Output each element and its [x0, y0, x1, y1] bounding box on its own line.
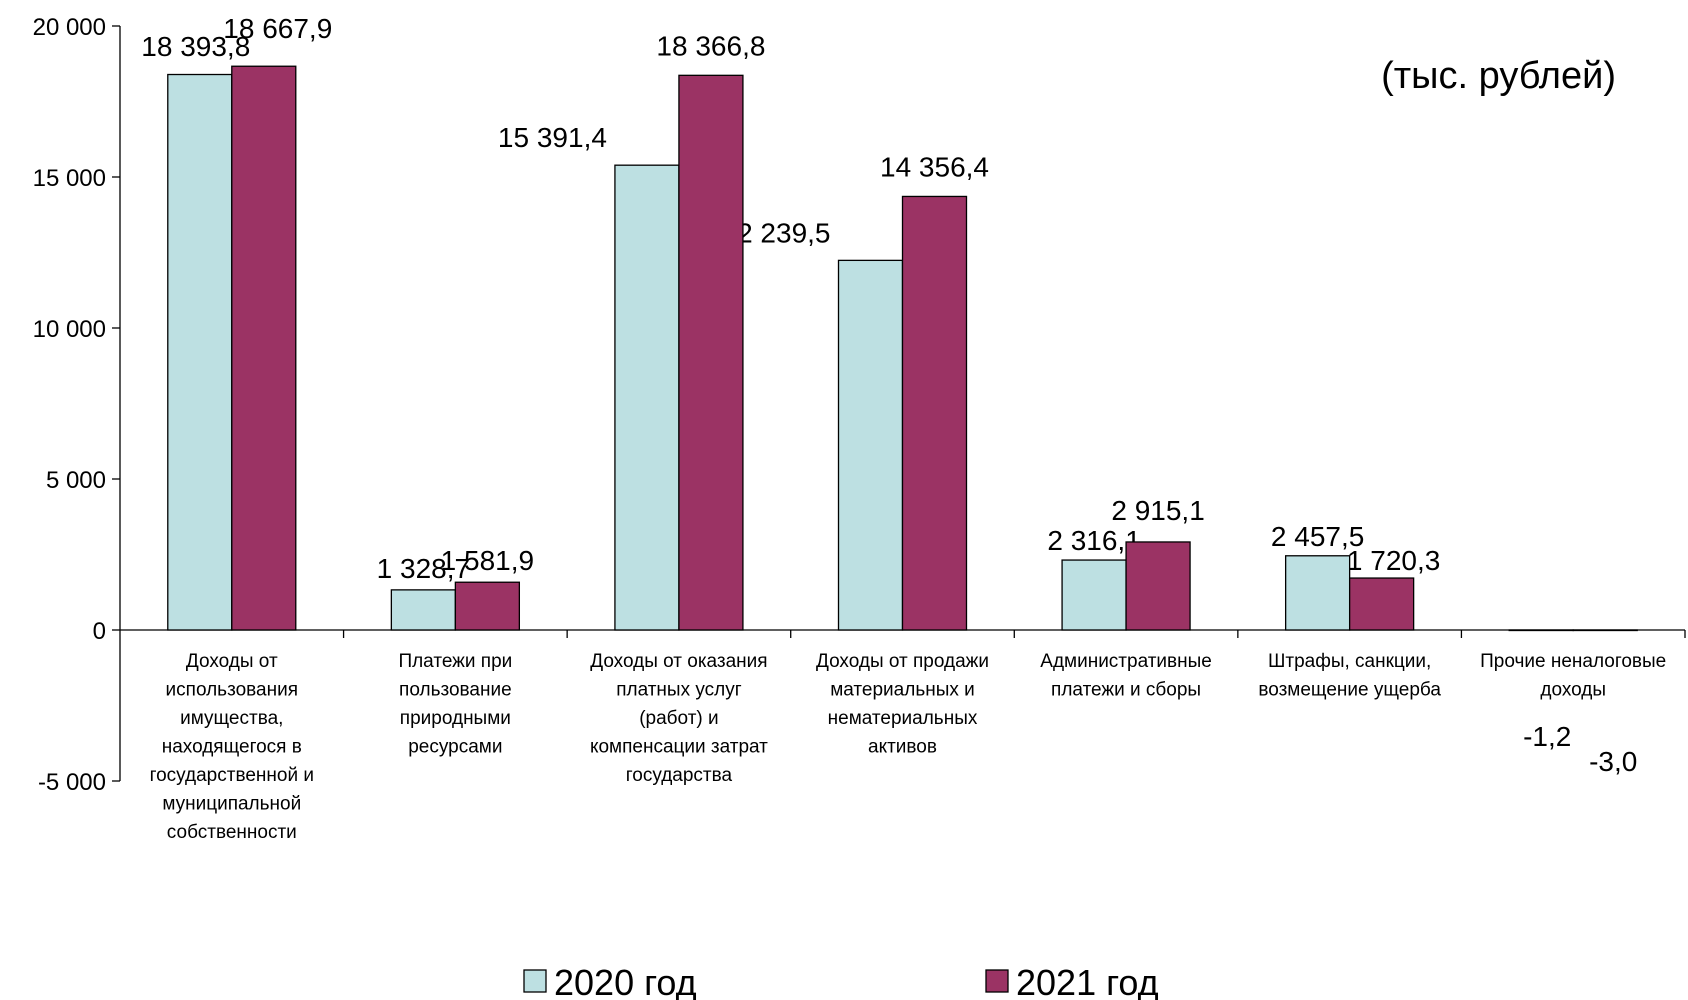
bar-2021: [1350, 578, 1414, 630]
category-label: Прочие неналоговые доходы: [1480, 651, 1666, 701]
bar-2021: [455, 582, 519, 630]
bar-2021: [903, 196, 967, 630]
legend-swatch-2020: [524, 970, 546, 992]
bar-2021: [1126, 542, 1190, 630]
y-tick-label: 10 000: [33, 316, 106, 343]
y-tick-label: 0: [93, 618, 106, 645]
data-label: 2 915,1: [1111, 495, 1204, 526]
data-label: 14 356,4: [880, 151, 989, 182]
y-tick-label: -5 000: [38, 769, 106, 796]
bar-2020: [839, 260, 903, 630]
legend-swatch-2021: [986, 970, 1008, 992]
data-label: -1,2: [1523, 721, 1571, 752]
bar-2021: [232, 66, 296, 630]
data-label: -3,0: [1589, 746, 1637, 777]
bar-2020: [391, 590, 455, 630]
data-label: 1 581,9: [441, 545, 534, 576]
category-label: Административные платежи и сборы: [1040, 651, 1212, 701]
y-tick-label: 15 000: [33, 165, 106, 192]
bar-2020: [1062, 560, 1126, 630]
category-label: Штрафы, санкции, возмещение ущерба: [1258, 651, 1441, 701]
bar-2021: [679, 75, 743, 630]
bar-2020: [1509, 630, 1573, 631]
category-label: Доходы от использования имущества, находяще…: [150, 651, 314, 843]
unit-label: (тыс. рублей): [1381, 55, 1616, 97]
y-tick-label: 5 000: [46, 467, 106, 494]
category-label: Платежи при пользование природными ресурсам…: [398, 651, 512, 758]
y-tick-label: 20 000: [33, 14, 106, 41]
bar-2020: [1286, 556, 1350, 630]
bar-2020: [168, 75, 232, 630]
legend-label: 2021 год: [1016, 962, 1159, 1000]
data-label: 1 720,3: [1347, 545, 1440, 576]
category-label: Доходы от продажи материальных и нематериа…: [816, 651, 989, 758]
category-label: Доходы от оказания платных услуг (работ) и…: [590, 651, 768, 786]
data-label: 18 366,8: [656, 30, 765, 61]
bar-2020: [615, 165, 679, 630]
data-label: 18 667,9: [223, 13, 332, 44]
bar-2021: [1573, 630, 1637, 631]
legend-label: 2020 год: [554, 962, 697, 1000]
data-label: 15 391,4: [498, 122, 607, 153]
